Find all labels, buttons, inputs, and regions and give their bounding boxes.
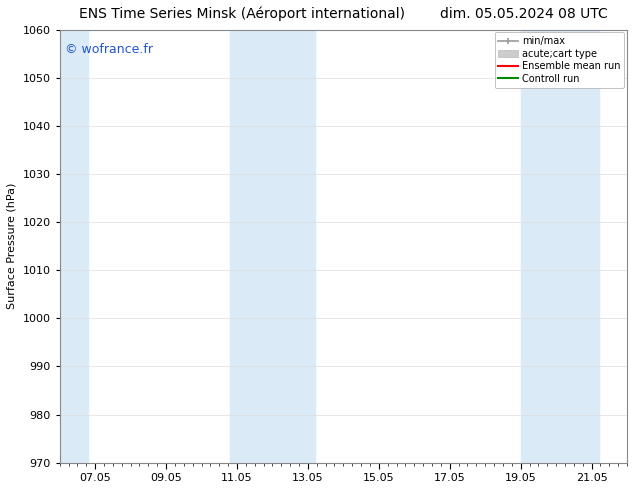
Title: ENS Time Series Minsk (Aéroport international)        dim. 05.05.2024 08 UTC: ENS Time Series Minsk (Aéroport internat… bbox=[79, 7, 608, 22]
Legend: min/max, acute;cart type, Ensemble mean run, Controll run: min/max, acute;cart type, Ensemble mean … bbox=[495, 32, 624, 88]
Text: © wofrance.fr: © wofrance.fr bbox=[65, 43, 153, 55]
Y-axis label: Surface Pressure (hPa): Surface Pressure (hPa) bbox=[7, 183, 17, 309]
Bar bbox=[230, 29, 315, 463]
Bar bbox=[521, 29, 598, 463]
Bar bbox=[60, 29, 88, 463]
